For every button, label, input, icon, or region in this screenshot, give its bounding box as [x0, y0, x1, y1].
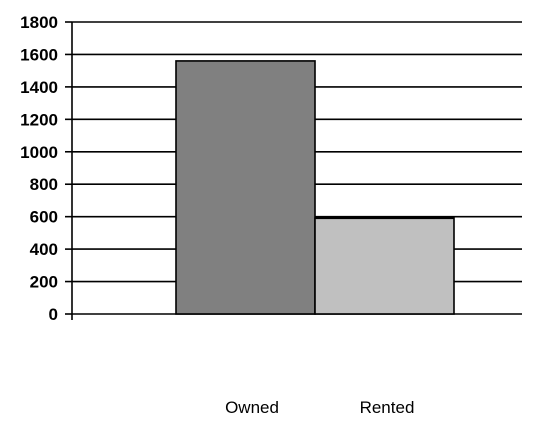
y-tick-label: 1200: [20, 110, 58, 129]
legend: Owned Rented: [225, 398, 414, 417]
y-tick-label: 1800: [20, 13, 58, 32]
y-tick-label: 200: [30, 273, 58, 292]
y-tick-label: 1400: [20, 78, 58, 97]
y-tick-label: 600: [30, 208, 58, 227]
y-tick-label: 800: [30, 175, 58, 194]
y-tick-label: 1000: [20, 143, 58, 162]
legend-label-owned: Owned: [225, 398, 279, 417]
y-tick-label: 400: [30, 240, 58, 259]
bar-owned: [175, 60, 316, 315]
y-tick-label: 0: [49, 305, 58, 324]
legend-label-rented: Rented: [360, 398, 415, 417]
y-tick-labels: 0 200 400 600 800 1000 1200 1400 1600 1800: [20, 13, 58, 324]
y-tick-label: 1600: [20, 45, 58, 64]
bar-rented: [314, 217, 455, 315]
bars: [175, 60, 455, 315]
